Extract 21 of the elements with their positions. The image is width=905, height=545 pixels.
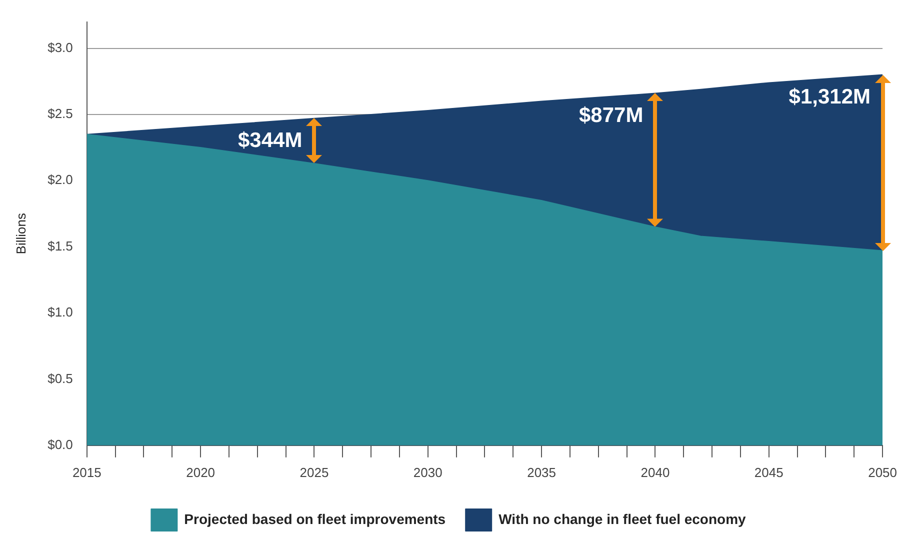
x-tick-label: 2025: [300, 464, 329, 480]
x-tick-label: 2045: [754, 464, 784, 480]
y-tick-label: $0.5: [48, 370, 73, 386]
x-tick-label: 2050: [868, 464, 897, 480]
x-tick-label: 2040: [640, 464, 670, 480]
legend-label: Projected based on fleet improvements: [184, 510, 446, 527]
y-tick-label: $1.0: [48, 304, 73, 320]
annotation: $344M: [238, 129, 302, 152]
x-tick-label: 2015: [72, 464, 102, 480]
legend-label: With no change in fleet fuel economy: [498, 510, 746, 527]
y-tick-label: $0.0: [48, 436, 73, 452]
x-tick-label: 2020: [186, 464, 216, 480]
x-tick-label: 2030: [413, 464, 442, 480]
annotation: $1,312M: [788, 86, 871, 109]
y-tick-label: $1.5: [48, 238, 73, 254]
y-axis-title: Billions: [13, 212, 28, 254]
y-tick-label: $3.0: [48, 40, 73, 55]
y-tick-label: $2.5: [48, 106, 73, 122]
annotation: $877M: [578, 104, 644, 128]
x-tick-label: 2035: [527, 464, 556, 480]
y-tick-label: $2.0: [48, 172, 73, 188]
